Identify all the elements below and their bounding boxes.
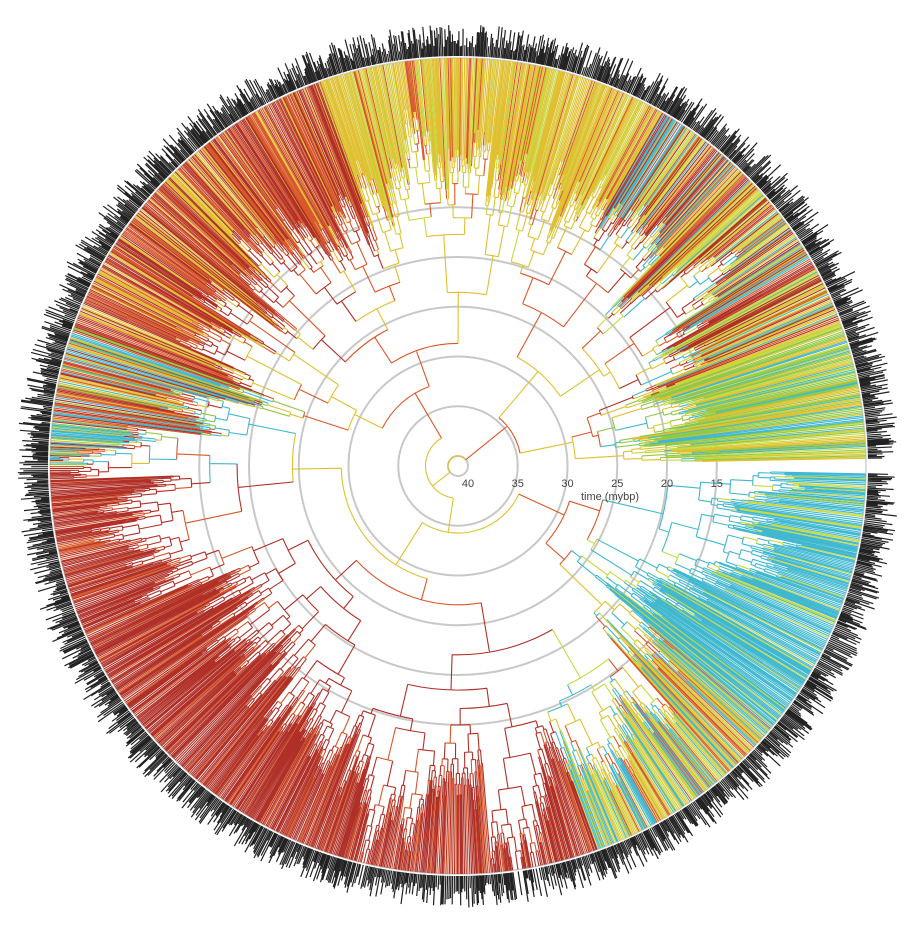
tree [49, 57, 866, 875]
time-ring [347, 355, 569, 577]
tip-label-marks [17, 25, 897, 908]
branches [49, 57, 866, 848]
tick-label: 20 [661, 478, 673, 490]
branches [49, 82, 840, 875]
tick-label: 40 [462, 478, 474, 490]
branches [49, 113, 866, 849]
tip-labels [17, 25, 897, 908]
tick-label: 35 [512, 478, 524, 490]
branches [320, 57, 866, 850]
time-ring [248, 256, 668, 676]
time-ring [297, 305, 619, 627]
tick-label: 25 [611, 478, 623, 490]
tick-label: 15 [711, 478, 723, 490]
branches [49, 326, 866, 466]
time-ring [397, 405, 519, 527]
tick-label: 30 [561, 478, 573, 490]
axis-title: time (mybp) [581, 491, 639, 503]
time-axis: time (mybp) 40 35 30 25 20 15 [462, 478, 723, 503]
